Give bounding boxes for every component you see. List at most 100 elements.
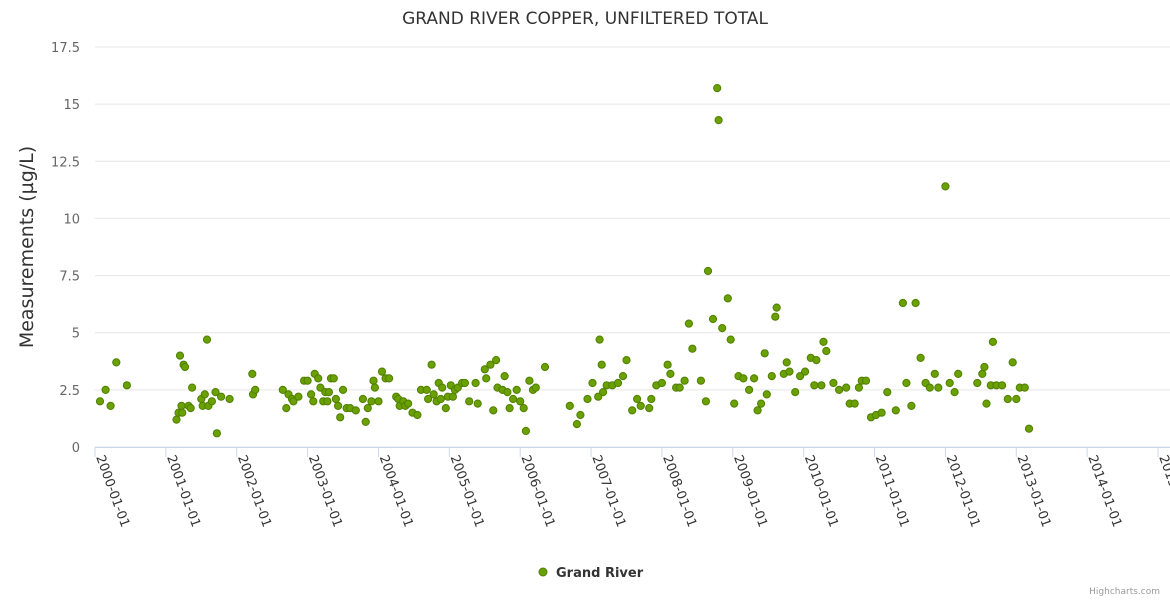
data-point[interactable] [329, 374, 338, 383]
data-point[interactable] [248, 369, 257, 378]
data-point[interactable] [1024, 424, 1034, 433]
data-point[interactable] [351, 406, 360, 415]
data-point[interactable] [427, 360, 436, 369]
data-point[interactable] [819, 337, 828, 346]
data-point[interactable] [782, 358, 791, 367]
data-point[interactable] [316, 383, 325, 392]
data-point[interactable] [374, 397, 383, 406]
data-point[interactable] [303, 376, 312, 385]
data-point[interactable] [473, 399, 482, 408]
data-point[interactable] [486, 360, 495, 369]
data-point[interactable] [1012, 394, 1021, 404]
data-point[interactable] [675, 383, 684, 392]
data-point[interactable] [367, 397, 376, 406]
data-point[interactable] [696, 376, 706, 385]
data-point[interactable] [703, 266, 713, 276]
data-point[interactable] [988, 337, 998, 346]
data-point[interactable] [377, 367, 387, 376]
data-point[interactable] [762, 390, 771, 399]
data-point[interactable] [307, 390, 316, 399]
data-point[interactable] [503, 388, 512, 397]
data-point[interactable] [282, 404, 291, 413]
data-point[interactable] [186, 404, 195, 413]
data-point[interactable] [760, 349, 769, 358]
data-point[interactable] [576, 410, 585, 420]
data-point[interactable] [178, 408, 187, 417]
data-point[interactable] [898, 298, 908, 308]
data-point[interactable] [289, 397, 298, 406]
data-point[interactable] [930, 369, 939, 378]
data-point[interactable] [663, 360, 672, 369]
data-point[interactable] [369, 376, 378, 385]
data-point[interactable] [925, 383, 934, 392]
data-point[interactable] [521, 426, 531, 436]
data-point[interactable] [540, 362, 550, 372]
data-point[interactable] [175, 351, 185, 360]
data-point[interactable] [294, 392, 303, 401]
data-point[interactable] [817, 381, 826, 390]
data-point[interactable] [422, 385, 431, 394]
data-point[interactable] [822, 346, 831, 356]
data-point[interactable] [907, 401, 916, 410]
data-point[interactable] [613, 378, 623, 388]
data-point[interactable] [757, 399, 766, 408]
data-point[interactable] [745, 385, 754, 394]
data-point[interactable] [385, 374, 394, 383]
data-point[interactable] [622, 356, 631, 365]
data-point[interactable] [877, 408, 886, 417]
data-point[interactable] [723, 294, 732, 303]
data-point[interactable] [767, 372, 776, 381]
data-point[interactable] [771, 312, 780, 321]
data-point[interactable] [370, 383, 379, 392]
data-point[interactable] [945, 378, 954, 388]
data-point[interactable] [954, 369, 963, 378]
data-point[interactable] [916, 353, 925, 362]
data-point[interactable] [628, 406, 637, 415]
data-point[interactable] [500, 372, 509, 381]
data-point[interactable] [753, 406, 762, 415]
data-point[interactable] [801, 367, 810, 376]
data-point[interactable] [796, 372, 805, 381]
data-point[interactable] [633, 394, 642, 404]
data-point[interactable] [785, 367, 794, 376]
legend-label[interactable]: Grand River [556, 566, 644, 581]
data-point[interactable] [278, 385, 287, 394]
data-point[interactable] [1008, 358, 1017, 367]
data-point[interactable] [314, 374, 323, 383]
data-point[interactable] [680, 376, 689, 385]
data-point[interactable] [657, 378, 667, 388]
data-point[interactable] [225, 394, 234, 404]
data-point[interactable] [636, 401, 645, 410]
data-point[interactable] [812, 356, 821, 365]
data-point[interactable] [750, 374, 759, 383]
data-point[interactable] [599, 388, 608, 397]
data-point[interactable] [842, 383, 851, 392]
data-point[interactable] [363, 404, 372, 413]
data-point[interactable] [441, 404, 450, 413]
data-point[interactable] [508, 394, 518, 404]
data-point[interactable] [982, 399, 991, 408]
data-point[interactable] [505, 404, 514, 413]
data-point[interactable] [973, 378, 982, 388]
data-point[interactable] [492, 356, 501, 365]
data-point[interactable] [101, 385, 110, 394]
data-point[interactable] [200, 390, 209, 399]
data-point[interactable] [941, 182, 950, 191]
data-point[interactable] [850, 399, 859, 408]
data-point[interactable] [465, 397, 474, 406]
data-point[interactable] [429, 390, 438, 399]
data-point[interactable] [595, 335, 604, 344]
data-point[interactable] [594, 392, 603, 401]
data-point[interactable] [980, 362, 989, 372]
data-point[interactable] [565, 401, 574, 410]
data-point[interactable] [438, 383, 447, 392]
data-point[interactable] [480, 365, 489, 374]
data-point[interactable] [597, 360, 606, 369]
data-point[interactable] [336, 413, 345, 422]
data-point[interactable] [309, 397, 318, 406]
data-point[interactable] [714, 116, 723, 125]
data-point[interactable] [512, 385, 521, 394]
data-point[interactable] [891, 406, 900, 415]
data-point[interactable] [177, 401, 186, 410]
data-point[interactable] [358, 394, 367, 404]
